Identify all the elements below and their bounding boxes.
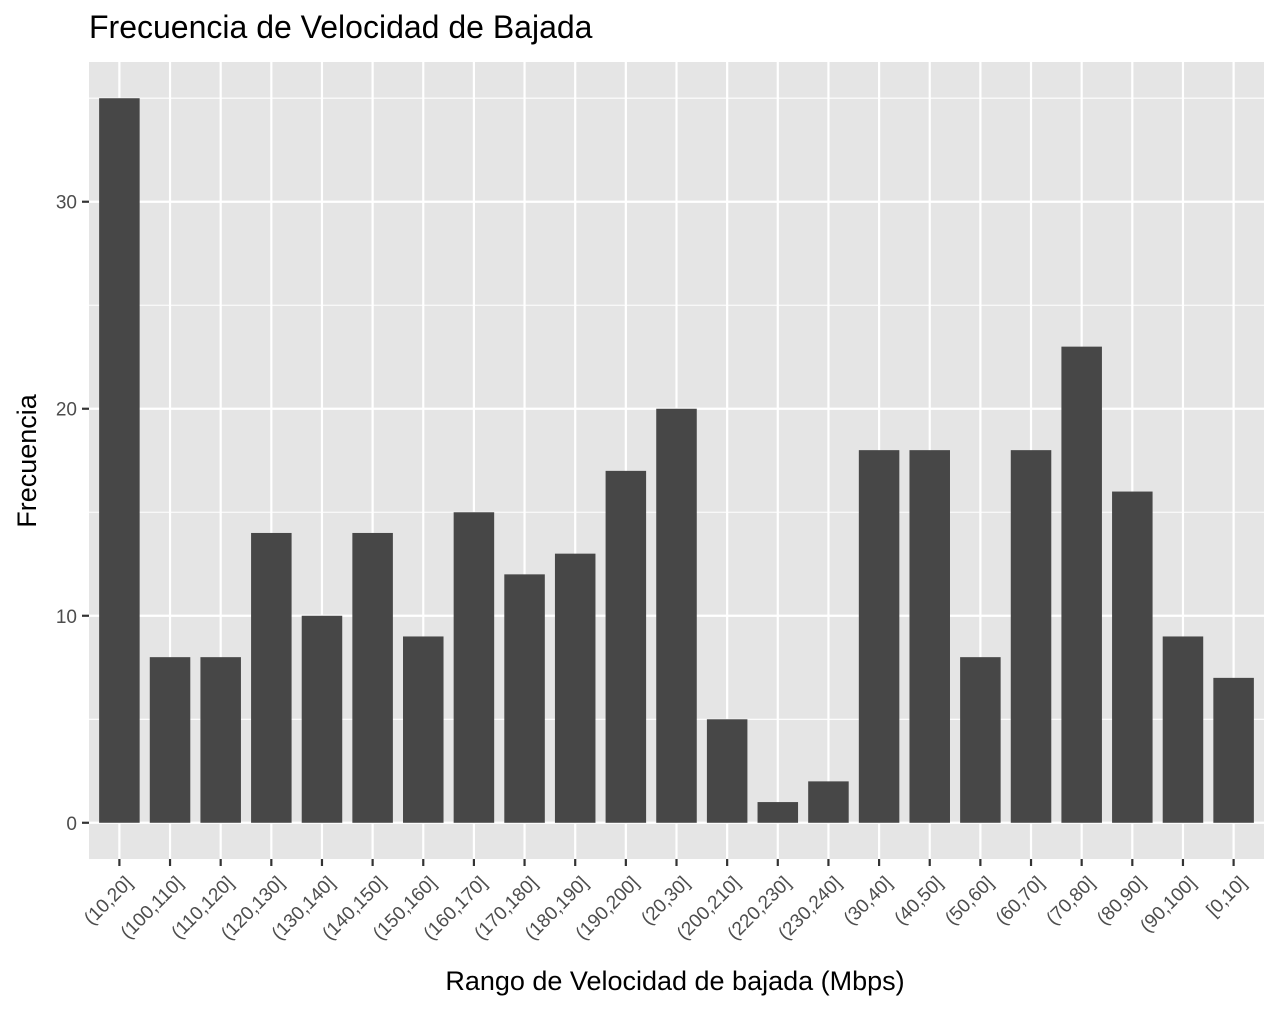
bar — [808, 781, 849, 823]
bar — [757, 802, 799, 823]
y-tick-label: 20 — [56, 400, 77, 421]
bar — [403, 636, 444, 823]
bar — [1112, 491, 1153, 823]
x-tick-label: (70,80] — [1043, 873, 1100, 930]
bars — [99, 98, 1254, 823]
y-tick-label: 0 — [66, 814, 77, 835]
bar — [352, 532, 393, 823]
bar — [251, 532, 292, 823]
bar — [656, 408, 697, 823]
bar — [960, 657, 1001, 823]
y-tick-label: 10 — [56, 607, 77, 628]
bar — [301, 615, 343, 823]
x-axis: (10,20](100,110](110,120](120,130](130,1… — [80, 859, 1251, 944]
y-tick-label: 30 — [56, 193, 77, 214]
x-tick-label: (90,100] — [1136, 873, 1200, 937]
bar — [1213, 677, 1254, 823]
bar — [504, 574, 545, 823]
bar — [1010, 450, 1052, 823]
bar — [909, 450, 950, 823]
x-tick-label: (60,70] — [992, 873, 1049, 930]
bar — [554, 553, 596, 823]
x-tick-label: (30,40] — [840, 873, 897, 930]
y-axis-title: Frecuencia — [12, 393, 42, 528]
bar — [453, 512, 495, 823]
x-tick-label: [0,10] — [1203, 873, 1251, 921]
bar — [99, 98, 140, 823]
chart-title: Frecuencia de Velocidad de Bajada — [89, 9, 593, 45]
y-axis: 0 10 20 30 — [56, 193, 89, 835]
bar — [858, 450, 900, 823]
bar — [200, 657, 241, 823]
bar — [1061, 346, 1102, 823]
bar — [149, 657, 191, 823]
x-tick-label: (40,50] — [891, 873, 948, 930]
bar — [1162, 636, 1204, 823]
bar — [605, 470, 647, 823]
x-axis-title: Rango de Velocidad de bajada (Mbps) — [445, 966, 904, 996]
x-tick-label: (50,60] — [941, 873, 998, 930]
bar — [706, 719, 748, 823]
